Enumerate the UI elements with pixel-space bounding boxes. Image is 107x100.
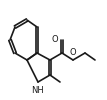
Text: O: O — [51, 36, 58, 44]
Text: NH: NH — [32, 86, 44, 95]
Text: O: O — [70, 48, 76, 57]
